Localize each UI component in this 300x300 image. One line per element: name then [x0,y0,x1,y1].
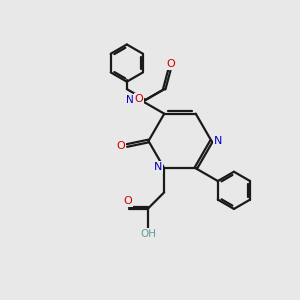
Text: O: O [167,59,175,69]
Text: O: O [135,94,143,104]
Text: NH: NH [126,95,141,105]
Text: O: O [116,140,125,151]
Text: N: N [214,136,222,146]
Text: N: N [154,162,162,172]
Text: OH: OH [140,229,156,239]
Text: O: O [123,196,132,206]
